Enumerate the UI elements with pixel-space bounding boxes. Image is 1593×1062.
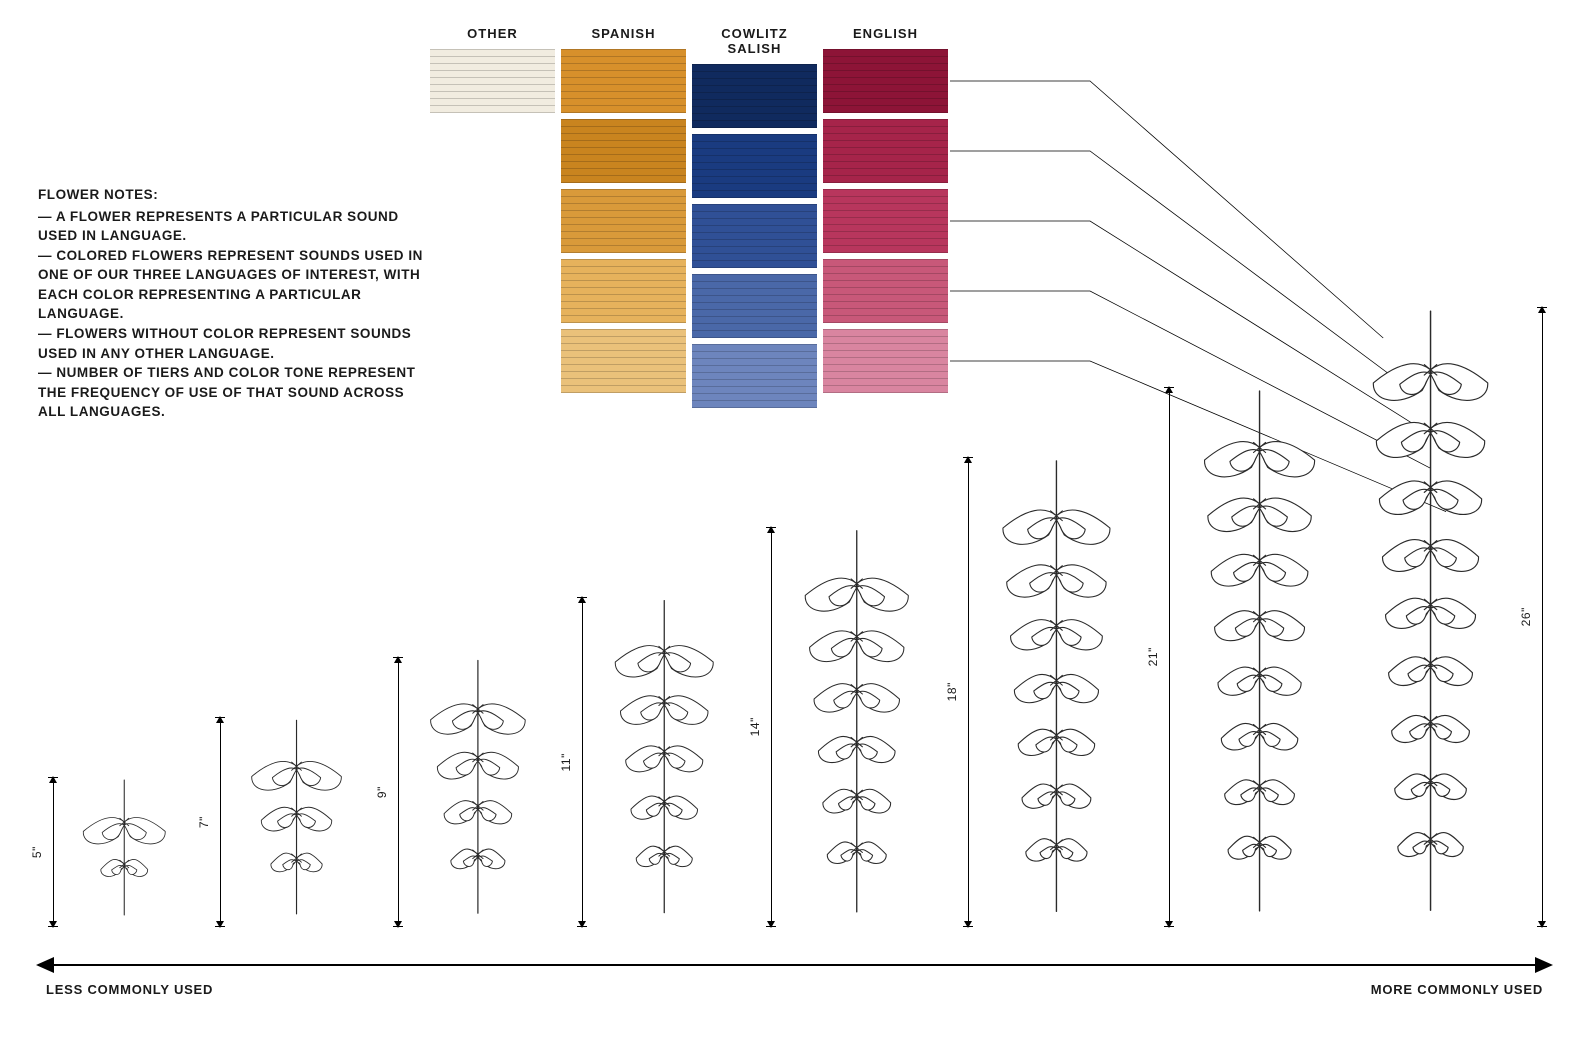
dimension: 18" <box>945 457 973 927</box>
dimension-label: 7" <box>197 816 211 828</box>
flower-icon <box>983 457 1130 927</box>
color-swatch <box>692 64 817 128</box>
arrow-right-icon <box>1535 957 1553 973</box>
flower-icon <box>413 657 543 927</box>
dimension-bracket <box>215 717 225 927</box>
dimension-bracket <box>963 457 973 927</box>
flower-icon <box>1184 387 1335 927</box>
flower-slot: 7" <box>197 717 358 927</box>
dimension-label: 5" <box>30 846 44 858</box>
axis-right-label: MORE COMMONLY USED <box>1371 982 1543 997</box>
flower-icon <box>786 527 928 927</box>
flower-icon <box>68 777 181 927</box>
axis-left-label: LESS COMMONLY USED <box>46 982 213 997</box>
dimension-label: 14" <box>748 717 762 736</box>
dimension-bracket <box>48 777 58 927</box>
dimension: 26" <box>1519 307 1547 927</box>
usage-axis: LESS COMMONLY USED MORE COMMONLY USED <box>38 964 1551 994</box>
dimension-label: 21" <box>1146 647 1160 666</box>
flowers-row: 5" 7" 9" 11" 14" 18" 21" 26" <box>30 307 1553 927</box>
dimension-label: 11" <box>559 753 573 772</box>
legend-column-title: ENGLISH <box>853 26 918 41</box>
color-swatch <box>823 49 948 113</box>
flower-slot: 11" <box>559 597 732 927</box>
flower-slot: 26" <box>1352 307 1547 927</box>
flower-icon <box>1352 307 1509 927</box>
flower-slot: 9" <box>375 657 543 927</box>
dimension: 7" <box>197 717 225 927</box>
dimension: 9" <box>375 657 403 927</box>
color-swatch <box>430 49 555 113</box>
dimension-bracket <box>577 597 587 927</box>
flower-icon <box>597 597 732 927</box>
dimension-bracket <box>1164 387 1174 927</box>
arrow-left-icon <box>36 957 54 973</box>
dimension: 21" <box>1146 387 1174 927</box>
page: FLOWER NOTES: — A FLOWER REPRESENTS A PA… <box>0 0 1593 1062</box>
dimension-bracket <box>766 527 776 927</box>
dimension-bracket <box>1537 307 1547 927</box>
dimension: 5" <box>30 777 58 927</box>
flower-slot: 21" <box>1146 387 1335 927</box>
legend-column-title: SPANISH <box>591 26 655 41</box>
flower-stage: 5" 7" 9" 11" 14" 18" 21" 26" <box>30 157 1553 927</box>
dimension-label: 18" <box>945 682 959 701</box>
color-swatch <box>561 49 686 113</box>
flower-slot: 18" <box>945 457 1130 927</box>
dimension-bracket <box>393 657 403 927</box>
flower-slot: 5" <box>30 777 181 927</box>
flower-icon <box>235 717 358 927</box>
dimension: 14" <box>748 527 776 927</box>
legend-column-title: OTHER <box>467 26 518 41</box>
dimension: 11" <box>559 597 587 927</box>
legend-column-title: COWLITZ SALISH <box>692 26 817 56</box>
dimension-label: 26" <box>1519 607 1533 626</box>
flower-slot: 14" <box>748 527 928 927</box>
dimension-label: 9" <box>375 786 389 798</box>
axis-line <box>38 964 1551 966</box>
